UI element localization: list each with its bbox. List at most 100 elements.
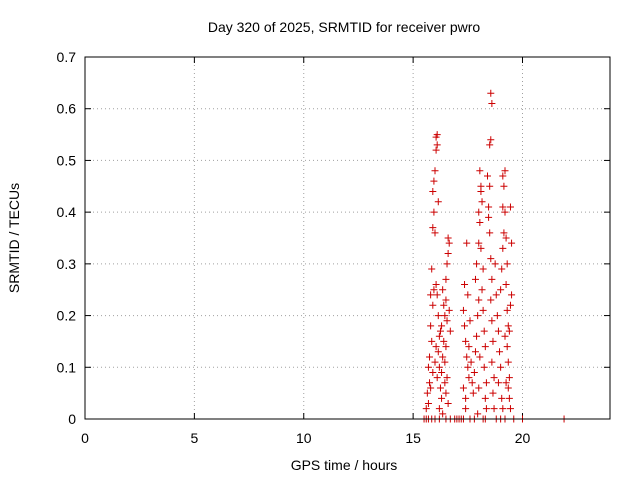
x-axis-label: GPS time / hours [291,457,398,473]
data-point [502,281,510,289]
data-point [435,363,443,371]
data-point [482,405,490,413]
data-point [506,203,514,211]
data-point [486,141,494,149]
data-point [432,281,440,289]
data-point [465,374,473,382]
data-point [428,337,436,345]
data-point [508,239,516,247]
data-point [497,286,505,294]
data-point [504,384,512,392]
data-point [479,265,487,273]
data-point [476,353,484,361]
data-point [432,146,440,154]
data-point [441,312,449,320]
data-point [482,379,490,387]
data-point [446,327,454,335]
data-point [442,275,450,283]
data-point [436,327,444,335]
data-point [477,182,485,190]
data-point [488,275,496,283]
x-tick-label: 10 [296,430,312,446]
data-point [465,343,473,351]
data-point [505,374,513,382]
data-point [475,208,483,216]
data-point [471,348,479,356]
data-point [486,182,494,190]
data-point [426,353,434,361]
data-point [498,394,506,402]
data-point [445,306,453,314]
data-point [431,167,439,175]
data-point [506,301,514,309]
data-point [435,332,443,340]
data-point [433,374,441,382]
data-point [429,301,437,309]
data-point [444,250,452,258]
x-tick-label: 0 [81,430,89,446]
data-point [459,306,467,314]
data-point [439,410,447,418]
data-point [478,286,486,294]
data-point [504,322,512,330]
x-tick-label: 5 [190,430,198,446]
data-point [476,218,484,226]
data-point [440,337,448,345]
data-point [423,389,431,397]
data-point [470,368,478,376]
data-point [471,275,479,283]
data-point [432,343,440,351]
data-point [445,239,453,247]
data-point [424,399,432,407]
data-point [422,405,430,413]
data-point [440,301,448,309]
data-point [485,213,493,221]
data-point [429,368,437,376]
y-axis-label: SRMTID / TECUs [6,183,22,293]
data-point [475,239,483,247]
data-point [493,312,501,320]
data-point [438,394,446,402]
data-point [479,306,487,314]
data-point [462,405,470,413]
data-point [488,358,496,366]
axis-ticks: 0 0.1 0.2 0.3 0.4 0.5 0.6 0.7 0 5 10 15 20 [57,49,610,446]
data-point [435,405,443,413]
data-point [441,379,449,387]
data-point [427,322,435,330]
data-point [487,136,495,144]
data-point [431,229,439,237]
data-point [492,291,500,299]
data-point [443,260,451,268]
data-point [505,394,513,402]
data-point [476,167,484,175]
data-point [475,384,483,392]
data-point [466,317,474,325]
data-point [504,358,512,366]
data-point [501,332,509,340]
data-point [508,291,516,299]
data-point [477,244,485,252]
y-tick-label: 0 [68,411,76,427]
data-point [474,312,482,320]
data-point [500,229,508,237]
data-point [442,343,450,351]
data-point [462,394,470,402]
data-point [462,337,470,345]
data-point [505,327,513,335]
data-point [438,322,446,330]
grid [85,57,610,419]
data-point [430,208,438,216]
data-point [429,224,437,232]
data-point [442,389,450,397]
data-point [481,394,489,402]
y-tick-label: 0.4 [57,204,77,220]
data-point [500,182,508,190]
data-point [464,291,472,299]
data-point [426,379,434,387]
data-point [468,379,476,387]
y-tick-label: 0.3 [57,256,77,272]
data-point [499,405,507,413]
data-point [490,374,498,382]
data-point [486,229,494,237]
